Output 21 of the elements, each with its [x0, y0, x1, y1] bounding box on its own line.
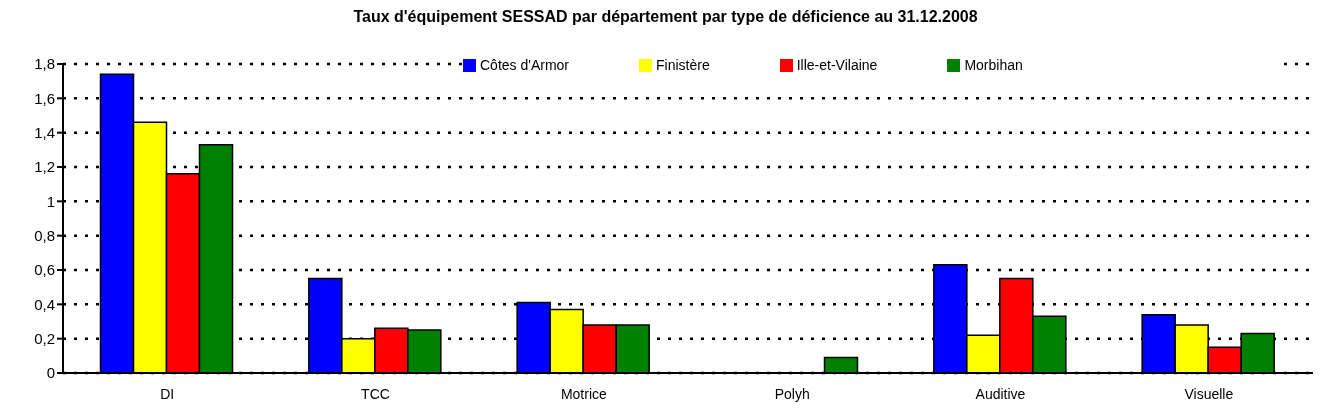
x-tick-label: TCC	[361, 385, 390, 402]
legend-label: Finistère	[656, 57, 710, 73]
x-tick-label: Motrice	[560, 385, 607, 402]
x-tick-label: Polyh	[774, 385, 810, 402]
y-tick-label: 0,2	[34, 329, 55, 347]
legend-label: Côtes d'Armor	[480, 57, 570, 73]
x-tick-label: DI	[160, 385, 175, 402]
legend-label: Ille-et-Vilaine	[796, 57, 878, 73]
y-tick-label: 0,6	[34, 261, 55, 279]
y-tick-label: 0	[46, 364, 55, 382]
y-tick-label: 0,4	[34, 295, 55, 313]
y-tick-label: 1,4	[34, 123, 55, 141]
x-tick-label: Auditive	[975, 385, 1026, 402]
y-tick-label: 1,2	[34, 158, 55, 176]
chart-title: Taux d'équipement SESSAD par département par type de déficience au 31.12.2008	[352, 8, 979, 27]
y-tick-label: 1,8	[34, 55, 55, 73]
y-tick-label: 1	[46, 192, 55, 210]
x-tick-label: Visuelle	[1184, 385, 1234, 402]
y-tick-label: 0,8	[34, 226, 55, 244]
legend-label: Morbihan	[964, 57, 1023, 73]
y-tick-label: 1,6	[34, 89, 55, 107]
